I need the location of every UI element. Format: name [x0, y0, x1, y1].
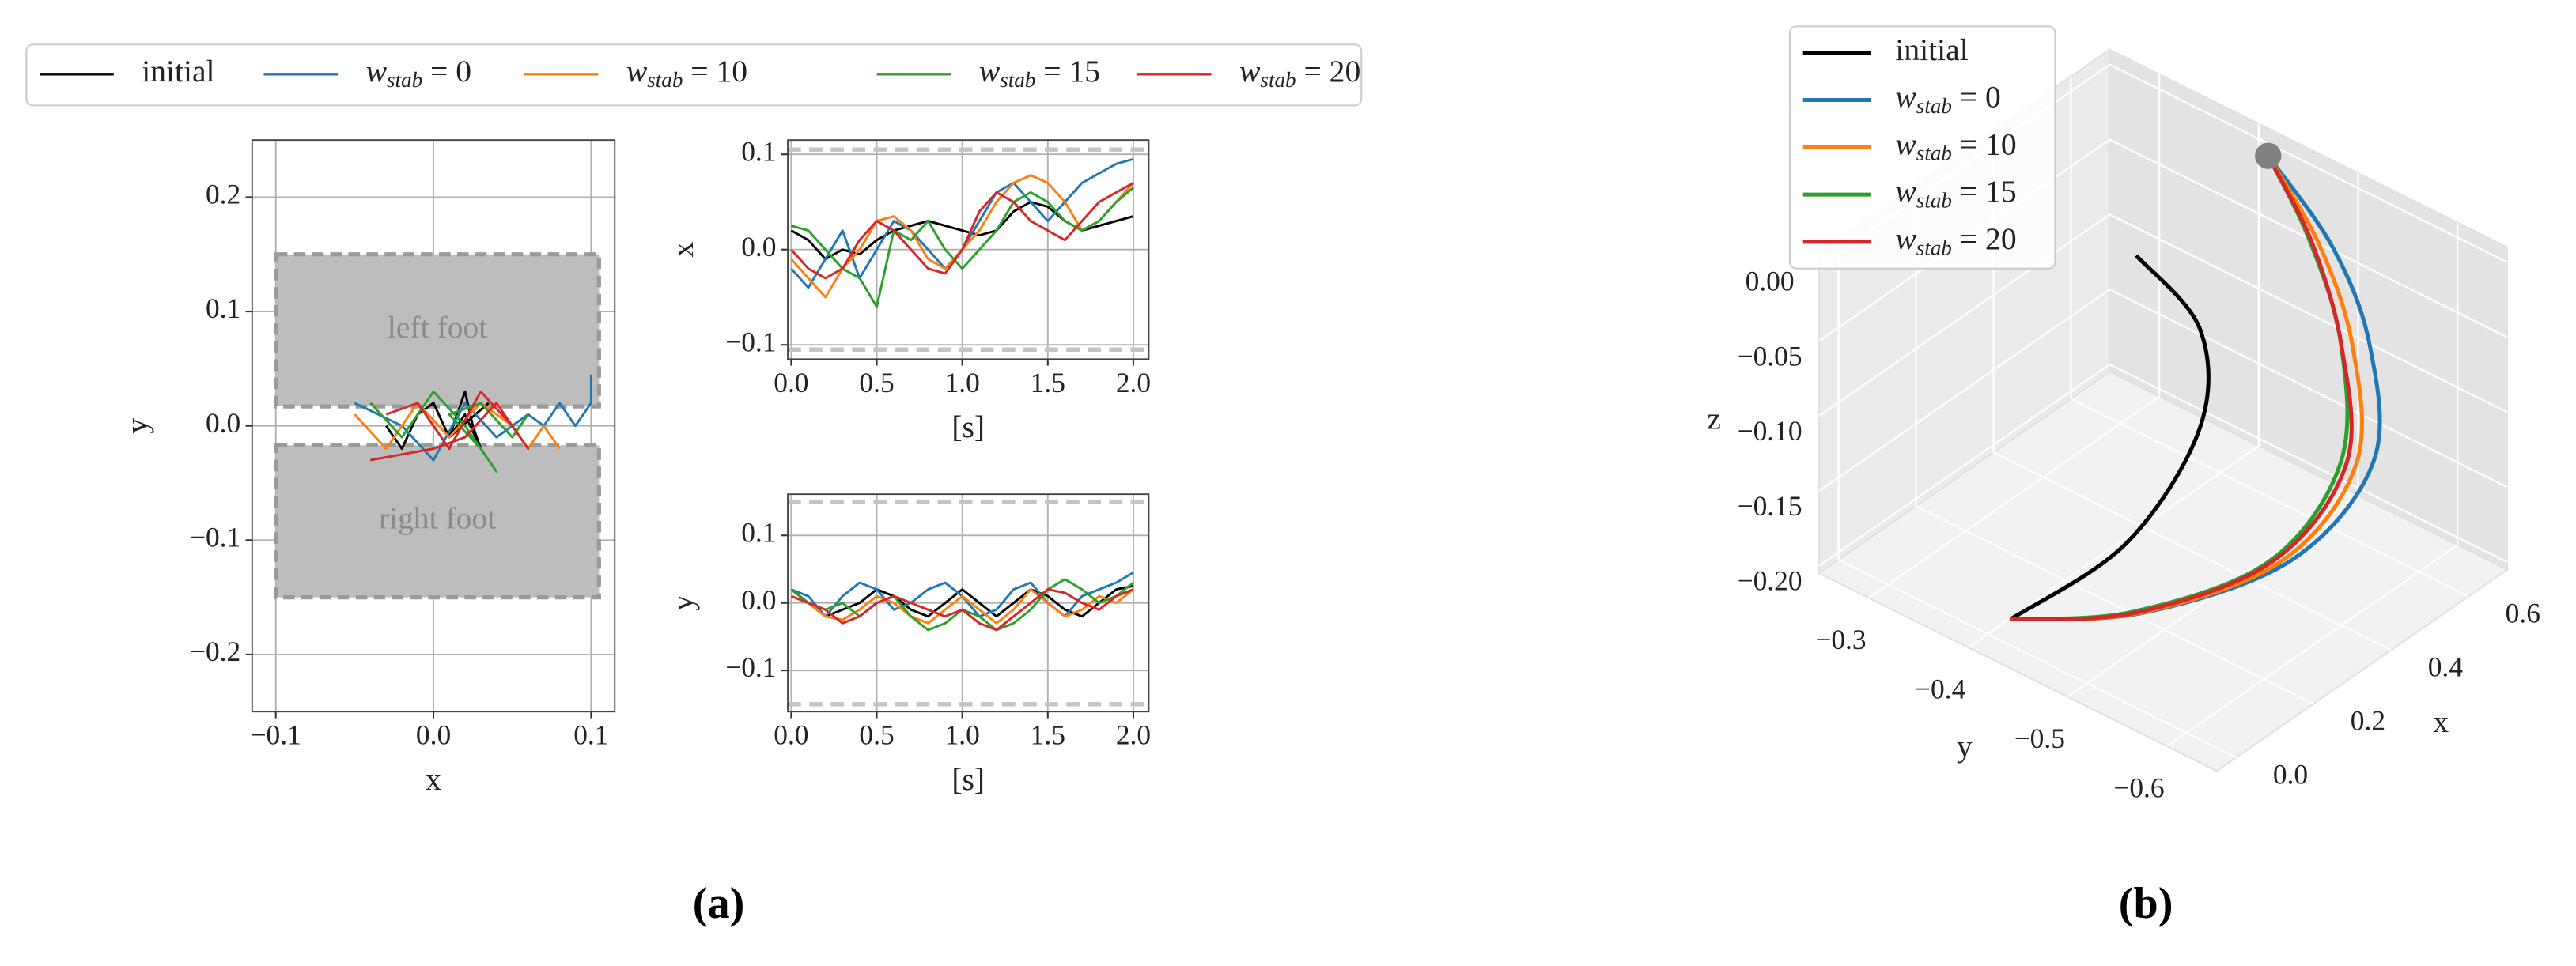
- y-tick-label: −0.1: [725, 651, 776, 683]
- y-tick-label: −0.1: [190, 521, 240, 553]
- legend-label: wstab = 10: [1895, 126, 2016, 165]
- legend-box: [25, 43, 1363, 107]
- grid-line: [1967, 123, 2260, 648]
- series-line: [369, 390, 529, 473]
- y-tick-label: −0.5: [2014, 723, 2065, 754]
- y-axis-label: y: [119, 418, 154, 434]
- y-tick-label: −0.2: [190, 636, 240, 667]
- series-line: [790, 588, 1134, 625]
- y-axis-label: y: [1957, 729, 1973, 764]
- goal-marker: [2255, 142, 2282, 169]
- x-axis-label: x: [2433, 704, 2449, 739]
- series-line: [2010, 254, 2211, 621]
- y-tick-label: 0.1: [741, 135, 776, 167]
- y-axis-label: y: [665, 595, 700, 611]
- legend-label: initial: [142, 54, 214, 89]
- y-tick-label: −0.1: [725, 326, 776, 357]
- z-tick-label: −0.05: [1738, 340, 1802, 372]
- x-tick-label: 0.0: [774, 367, 808, 398]
- x-tick-label: 0.4: [2428, 651, 2464, 683]
- legend-label: wstab = 0: [1895, 80, 2000, 119]
- grid-line: [2070, 76, 2469, 598]
- z-axis-label: z: [1707, 402, 1721, 436]
- y-tick-label: 0.0: [206, 407, 240, 439]
- series-line: [2010, 155, 2354, 621]
- legend-box: [1788, 25, 2056, 270]
- grid-line: [1818, 213, 2508, 417]
- grid-line: [1868, 74, 2161, 599]
- legend-label: wstab = 10: [626, 54, 747, 92]
- x-tick-label: 0.5: [859, 367, 894, 398]
- x-tick-label: 0.0: [2273, 758, 2308, 790]
- y-axis-label: x: [665, 242, 700, 258]
- x-tick-label: 0.0: [774, 719, 808, 751]
- y-tick-label: −0.4: [1915, 673, 1966, 704]
- y-tick-label: 0.0: [741, 231, 776, 262]
- y-tick-label: 0.0: [741, 584, 776, 616]
- z-tick-label: 0.00: [1746, 266, 1795, 297]
- grid-line: [1818, 363, 2508, 567]
- legend-label: initial: [1895, 32, 1968, 67]
- x-tick-label: 1.5: [1031, 367, 1065, 398]
- series-line: [790, 182, 1134, 280]
- grid-line: [1818, 288, 2508, 492]
- x-tick-label: 0.1: [573, 719, 608, 751]
- caption: (b): [2119, 879, 2173, 928]
- legend-label: wstab = 0: [366, 54, 471, 92]
- region-label: right foot: [379, 501, 496, 536]
- legend-label: wstab = 15: [979, 54, 1100, 92]
- series-line: [790, 588, 1134, 632]
- axes-frame: [251, 139, 616, 713]
- x-axis-label: x: [426, 762, 441, 797]
- legend-label: wstab = 15: [1895, 174, 2016, 213]
- axes-frame: [787, 493, 1150, 713]
- x-tick-label: 2.0: [1116, 719, 1151, 751]
- y-tick-label: −0.6: [2113, 772, 2164, 803]
- x-tick-label: 0.5: [859, 719, 894, 751]
- x-axis-label: [s]: [951, 762, 985, 797]
- legend-label: wstab = 20: [1239, 54, 1360, 92]
- grid-line: [2166, 222, 2459, 747]
- pane: [1818, 371, 2510, 772]
- x-tick-label: 1.0: [945, 719, 980, 751]
- x-tick-label: 0.0: [416, 719, 451, 751]
- x-tick-label: 1.5: [1031, 719, 1065, 751]
- y-tick-label: 0.1: [741, 516, 776, 548]
- x-axis-label: [s]: [951, 409, 985, 444]
- grid-line: [1915, 183, 2314, 705]
- x-tick-label: 0.2: [2351, 704, 2385, 736]
- caption: (a): [693, 879, 745, 928]
- x-tick-label: 1.0: [945, 367, 980, 398]
- y-tick-label: 0.2: [206, 179, 240, 210]
- z-tick-label: −0.10: [1738, 415, 1802, 447]
- foot-region: [274, 252, 601, 409]
- series-line: [370, 390, 530, 462]
- x-tick-label: 2.0: [1116, 367, 1151, 398]
- foot-region: [274, 443, 601, 600]
- x-tick-label: 0.6: [2506, 598, 2540, 629]
- legend-label: wstab = 20: [1895, 221, 2016, 260]
- y-tick-label: 0.1: [206, 292, 240, 324]
- z-tick-label: −0.15: [1738, 490, 1802, 522]
- y-tick-label: −0.3: [1815, 624, 1866, 655]
- grid-line: [1818, 138, 2508, 342]
- grid-line: [1837, 237, 2237, 759]
- axes-frame: [787, 139, 1150, 360]
- region-label: left foot: [388, 310, 487, 345]
- series-line: [385, 390, 490, 451]
- z-tick-label: −0.20: [1738, 565, 1802, 597]
- x-tick-label: −0.1: [251, 719, 301, 751]
